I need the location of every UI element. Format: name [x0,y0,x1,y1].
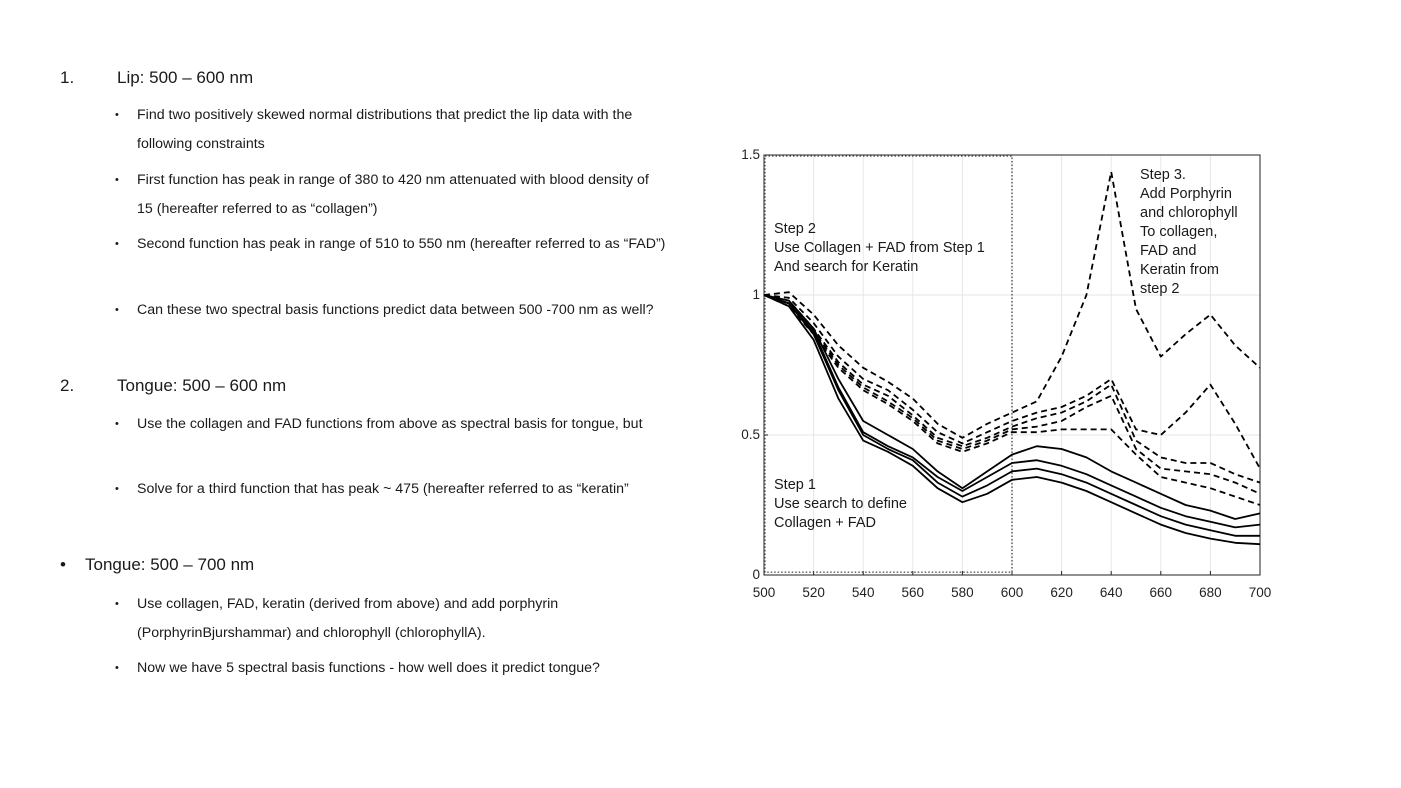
step1-annotation: Use search to define [774,496,907,512]
bullet-dot: • [115,662,119,674]
step2-annotation: Use Collagen + FAD from Step 1 [774,240,985,256]
solid-series-line [763,294,1261,529]
bullet-text: Can these two spectral basis functions p… [137,302,654,318]
bullet-text: Now we have 5 spectral basis functions -… [137,660,600,676]
x-tick-label: 540 [852,585,875,600]
step1-annotation: Step 1 [774,477,816,493]
dashed-series-line [763,170,1261,439]
x-tick-label: 600 [1001,585,1024,600]
dashed-series-line [763,294,1261,495]
solid-series-line [763,294,1261,520]
step3-annotation: step 2 [1140,281,1180,297]
step3-annotation: Keratin from [1140,262,1219,278]
x-tick-label: 660 [1150,585,1173,600]
x-tick-label: 640 [1100,585,1123,600]
step3-annotation: FAD and [1140,243,1196,259]
outline-heading: Tongue: 500 – 700 nm [85,555,255,574]
bullet-dot: • [115,483,119,495]
outline-marker: 2. [60,376,75,395]
bullet-text: Use the collagen and FAD functions from … [137,416,643,432]
step3-annotation: Add Porphyrin [1140,186,1232,202]
step3-annotation: Step 3. [1140,167,1186,183]
bullet-text: Second function has peak in range of 510… [137,236,666,252]
bullet-dot: • [115,304,119,316]
bullet-dot: • [115,418,119,430]
x-tick-label: 620 [1050,585,1073,600]
x-tick-label: 680 [1199,585,1222,600]
bullet-text: Find two positively skewed normal distri… [137,107,633,152]
step3-annotation: and chlorophyll [1140,205,1238,221]
y-tick-label: 0 [752,567,760,582]
dashed-series-line [763,294,1261,470]
bullet-dot: • [115,109,119,121]
solid-series-line [763,294,1261,546]
bullet-text: Use collagen, FAD, keratin (derived from… [137,596,559,641]
x-tick-label: 580 [951,585,974,600]
bullet-dot: • [115,174,119,186]
x-tick-label: 560 [902,585,925,600]
outline-heading: Lip: 500 – 600 nm [117,68,254,87]
y-tick-label: 0.5 [741,427,760,442]
step2-annotation: And search for Keratin [774,259,918,275]
step1-annotation: Collagen + FAD [774,515,876,531]
bullet-dot: • [115,598,119,610]
outline-marker: • [60,555,66,574]
x-tick-label: 700 [1249,585,1272,600]
outline-heading: Tongue: 500 – 600 nm [117,376,287,395]
step3-annotation: To collagen, [1140,224,1217,240]
bullet-text: First function has peak in range of 380 … [137,172,649,217]
outline-marker: 1. [60,68,75,87]
y-tick-label: 1 [752,287,760,302]
bullet-text: Solve for a third function that has peak… [137,481,629,497]
step2-annotation: Step 2 [774,221,816,237]
bullet-dot: • [115,238,119,250]
slide-text: 1. Lip: 500 – 600 nm • Find two positive… [0,0,700,788]
x-tick-label: 500 [753,585,776,600]
x-tick-label: 520 [802,585,825,600]
y-tick-label: 1.5 [741,147,760,162]
spectra-chart: 500 520 540 560 580 600 620 640 660 680 700 0 0.5 1 1.… [741,147,1272,600]
step-region-box [764,155,1013,573]
dashed-series-line [763,294,1261,506]
dashed-series-line [763,294,1261,484]
solid-series-line [763,294,1260,537]
